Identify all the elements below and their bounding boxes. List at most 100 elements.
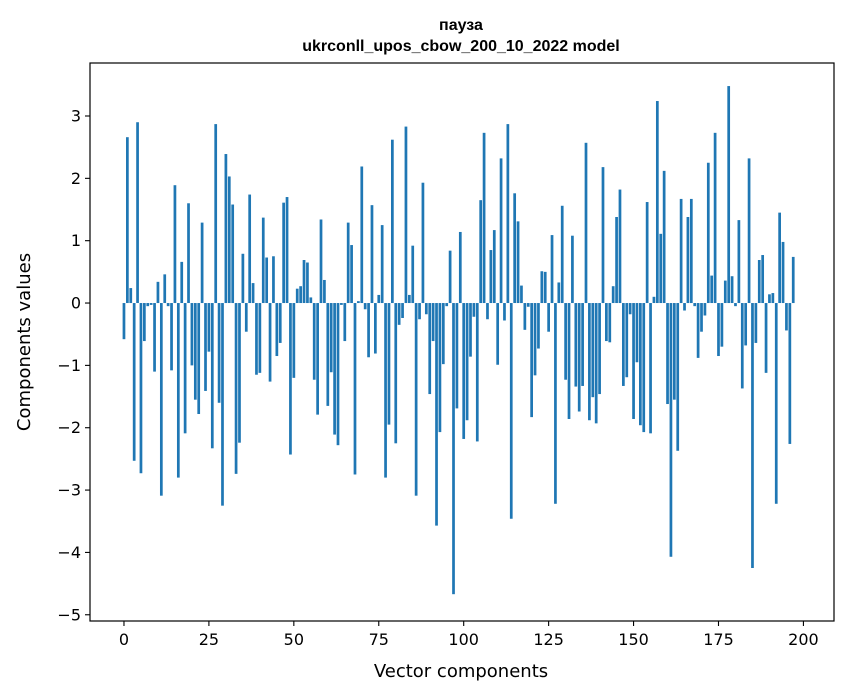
bar	[445, 303, 449, 307]
bar	[771, 293, 775, 304]
x-tick-label: 50	[284, 630, 304, 649]
bar	[723, 280, 727, 304]
bar	[377, 294, 381, 304]
bar	[424, 303, 428, 315]
bar	[197, 303, 201, 415]
y-tick-label: −1	[57, 356, 81, 375]
bar	[261, 217, 265, 304]
bar	[428, 303, 432, 395]
bar	[153, 303, 156, 372]
bar	[492, 230, 496, 304]
bar	[217, 303, 221, 403]
bar	[662, 170, 666, 304]
bar	[214, 124, 218, 304]
bar	[299, 286, 302, 304]
bar	[367, 303, 370, 358]
bar	[326, 303, 330, 406]
bar	[360, 166, 364, 304]
bar	[343, 303, 347, 342]
bar	[187, 203, 190, 304]
bar	[183, 303, 187, 434]
bar	[452, 303, 455, 595]
bar	[384, 303, 387, 478]
bar	[272, 256, 275, 304]
x-tick-label: 200	[788, 630, 819, 649]
bar	[357, 301, 360, 304]
bar	[754, 303, 758, 343]
x-tick-label: 125	[533, 630, 564, 649]
y-tick-label: 0	[71, 294, 81, 313]
bar	[370, 205, 374, 304]
bar	[146, 303, 150, 307]
bar	[238, 303, 241, 443]
bar	[533, 303, 537, 376]
bar	[703, 303, 707, 316]
bar	[659, 233, 663, 304]
bar	[312, 303, 316, 380]
bar	[448, 250, 452, 304]
bar	[224, 154, 228, 304]
bar	[785, 303, 788, 331]
bar	[649, 303, 652, 434]
bar	[129, 288, 133, 304]
bar	[679, 198, 683, 304]
bar	[611, 286, 615, 304]
bar	[778, 212, 781, 304]
bar	[628, 303, 632, 315]
plot-frame	[89, 62, 835, 622]
bar	[720, 303, 724, 347]
bar	[391, 139, 394, 304]
bar	[469, 303, 472, 357]
bar	[747, 158, 751, 304]
bar	[404, 126, 408, 304]
bar	[574, 303, 578, 387]
bar	[557, 282, 561, 304]
bar	[241, 253, 245, 304]
bar	[506, 124, 510, 304]
bar	[479, 200, 483, 304]
bar	[591, 303, 595, 398]
bar	[431, 303, 435, 342]
bar	[193, 303, 197, 400]
bar	[571, 235, 574, 304]
y-tick-label: −2	[57, 418, 81, 437]
bar	[717, 303, 720, 357]
bar	[285, 197, 289, 304]
bar	[774, 303, 778, 504]
bar	[251, 283, 255, 304]
bar	[618, 189, 622, 304]
bar	[363, 303, 367, 310]
bar	[608, 303, 612, 343]
bar	[781, 241, 785, 304]
x-tick-label: 175	[703, 630, 734, 649]
bar	[292, 303, 296, 378]
x-tick-label: 75	[369, 630, 389, 649]
bar	[289, 303, 292, 455]
bar	[295, 288, 299, 304]
bar	[761, 255, 765, 304]
bar	[275, 303, 279, 357]
bar	[319, 219, 323, 304]
bar	[554, 303, 557, 504]
bar	[486, 303, 489, 320]
y-axis-label: Components values	[14, 253, 35, 431]
bar	[234, 303, 238, 474]
bar	[435, 303, 438, 526]
bar	[496, 303, 500, 365]
bar	[757, 260, 761, 304]
bar	[475, 303, 479, 442]
bar	[530, 303, 533, 418]
bar	[727, 86, 731, 304]
bar	[622, 303, 625, 386]
bar	[513, 193, 517, 304]
bar	[346, 222, 350, 304]
bar	[407, 294, 411, 304]
x-axis-ticks: 0 25 50 75 100 125 150 175 200	[119, 621, 819, 649]
bar	[537, 303, 540, 349]
bar	[625, 303, 629, 378]
bar	[734, 303, 737, 307]
bar	[255, 303, 258, 375]
bars-group	[122, 86, 795, 595]
